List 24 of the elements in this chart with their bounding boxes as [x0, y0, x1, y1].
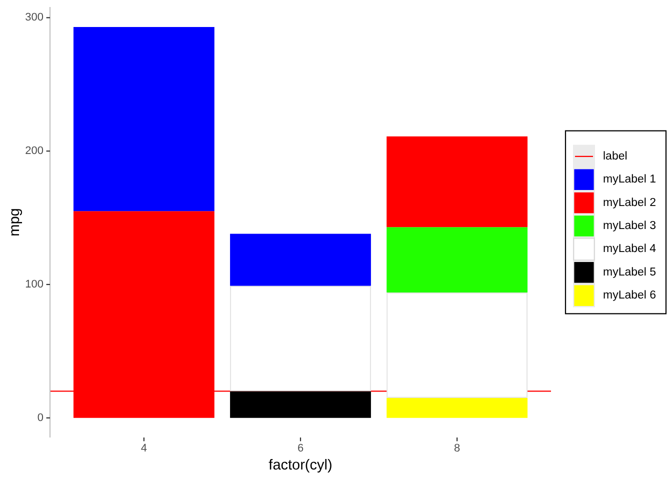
y-tick-label: 300 — [25, 12, 44, 24]
bar — [386, 227, 528, 292]
bar — [386, 398, 528, 418]
bar — [73, 27, 214, 212]
x-tick-label: 8 — [454, 442, 460, 454]
legend-label: label — [603, 150, 628, 162]
legend-label: myLabel 2 — [603, 196, 656, 209]
y-tick-label: 100 — [25, 278, 44, 290]
bar — [386, 136, 528, 228]
legend-label: myLabel 6 — [603, 290, 656, 302]
y-axis-title: mpg — [7, 208, 23, 236]
bar — [230, 391, 371, 418]
x-tick-label: 4 — [140, 442, 147, 454]
bar — [230, 286, 371, 392]
x-tick-label: 6 — [297, 442, 304, 454]
y-tick-label: 0 — [37, 412, 44, 424]
legend-label: myLabel 3 — [603, 220, 656, 232]
legend-label: myLabel 5 — [603, 266, 656, 278]
y-tick-label: 200 — [25, 145, 44, 158]
legend-label: myLabel 1 — [603, 174, 656, 186]
x-axis-title: factor(cyl) — [268, 458, 332, 474]
bar — [386, 292, 528, 398]
bar — [230, 234, 371, 286]
legend-label: myLabel 4 — [603, 243, 657, 256]
